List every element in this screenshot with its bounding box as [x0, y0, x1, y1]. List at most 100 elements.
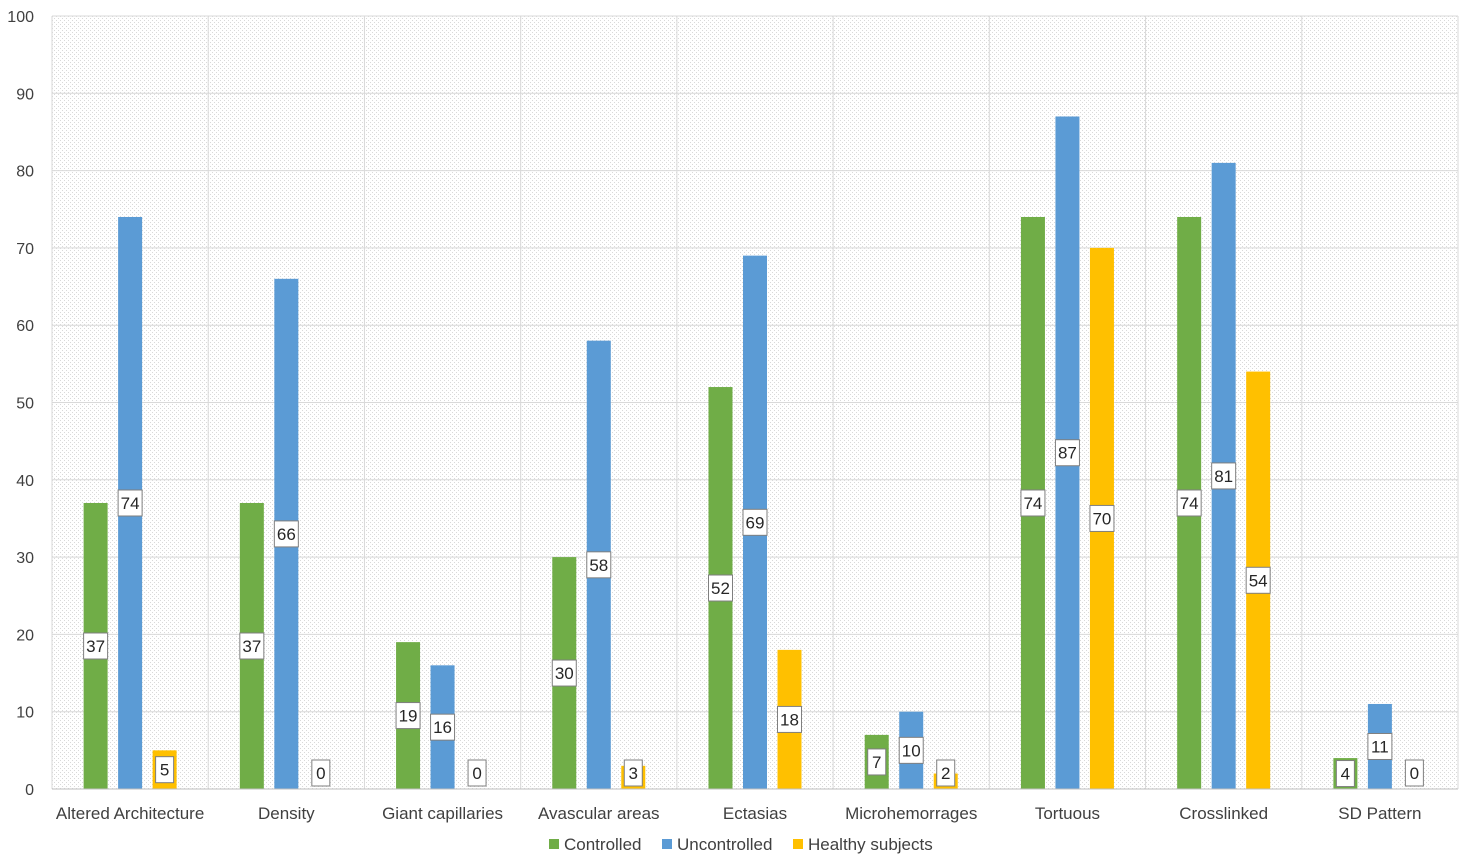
- data-label-box: [708, 574, 733, 602]
- data-label-box: [395, 702, 421, 730]
- data-label: 10: [898, 736, 924, 764]
- data-label-text: 0: [316, 764, 325, 783]
- x-tick-label: Giant capillaries: [382, 804, 503, 823]
- data-label: 66: [273, 520, 299, 548]
- data-label-text: 52: [711, 579, 730, 598]
- x-tick-label: Avascular areas: [538, 804, 660, 823]
- data-label: 11: [1367, 732, 1393, 760]
- data-label-text: 0: [1410, 764, 1419, 783]
- data-label-box: [430, 713, 456, 741]
- legend-swatch: [793, 839, 803, 849]
- data-label: 18: [777, 705, 802, 733]
- y-tick-label: 40: [16, 473, 34, 490]
- data-label-box: [83, 632, 109, 660]
- y-tick-label: 80: [16, 164, 34, 181]
- data-label-box: [1245, 566, 1271, 594]
- data-label-text: 4: [1341, 765, 1350, 784]
- data-label: 16: [430, 713, 456, 741]
- data-label-text: 5: [160, 761, 169, 780]
- data-label-text: 19: [399, 707, 418, 726]
- data-label: 58: [586, 551, 612, 579]
- data-label-text: 16: [433, 718, 452, 737]
- data-label-box: [936, 759, 956, 787]
- data-label-box: [551, 659, 577, 687]
- data-label: 7: [867, 748, 887, 776]
- data-label-text: 54: [1249, 571, 1268, 590]
- data-label: 30: [551, 659, 577, 687]
- data-label-box: [586, 551, 612, 579]
- legend-label: Healthy subjects: [808, 835, 933, 854]
- data-label-text: 30: [555, 664, 574, 683]
- data-label-text: 74: [1180, 494, 1199, 513]
- data-label-text: 87: [1058, 444, 1077, 463]
- data-label-text: 2: [941, 764, 950, 783]
- legend-item: Healthy subjects: [793, 835, 933, 854]
- data-label: 37: [83, 632, 109, 660]
- data-label-box: [1176, 489, 1202, 517]
- data-label: 2: [936, 759, 956, 787]
- data-label-text: 3: [629, 764, 638, 783]
- data-label-text: 37: [86, 637, 105, 656]
- y-tick-label: 30: [16, 550, 34, 567]
- y-tick-label: 0: [25, 782, 34, 799]
- data-label-text: 37: [242, 637, 261, 656]
- data-label: 37: [239, 632, 265, 660]
- data-label: 3: [623, 759, 643, 787]
- x-tick-label: Tortuous: [1035, 804, 1100, 823]
- y-tick-label: 20: [16, 627, 34, 644]
- x-tick-label: Crosslinked: [1179, 804, 1268, 823]
- data-label: 74: [1020, 489, 1046, 517]
- data-label: 19: [395, 702, 421, 730]
- y-tick-label: 90: [16, 86, 34, 103]
- data-label-box: [1404, 759, 1424, 787]
- legend-swatch: [549, 839, 559, 849]
- y-tick-label: 60: [16, 318, 34, 335]
- data-label-box: [742, 508, 768, 536]
- x-tick-label: Microhemorrages: [845, 804, 977, 823]
- data-label: 5: [155, 756, 175, 784]
- y-tick-label: 10: [16, 705, 34, 722]
- data-label-text: 0: [472, 764, 481, 783]
- data-label-box: [273, 520, 299, 548]
- data-label-box: [117, 489, 143, 517]
- data-label: 81: [1211, 462, 1237, 490]
- data-label-box: [1020, 489, 1046, 517]
- data-label-text: 7: [872, 753, 881, 772]
- data-label: 69: [742, 508, 768, 536]
- data-label: 74: [117, 489, 143, 517]
- data-label-text: 74: [121, 494, 140, 513]
- data-label-text: 69: [746, 513, 765, 532]
- data-label-text: 81: [1214, 467, 1233, 486]
- legend-label: Controlled: [564, 835, 642, 854]
- data-label-box: [867, 748, 887, 776]
- x-tick-label: Altered Architecture: [56, 804, 204, 823]
- data-label-box: [777, 705, 802, 733]
- x-tick-label: Ectasias: [723, 804, 787, 823]
- y-tick-label: 50: [16, 396, 34, 413]
- data-label-box: [155, 756, 175, 784]
- legend: Controlled Uncontrolled Healthy subjects: [549, 835, 933, 854]
- legend-label: Uncontrolled: [677, 835, 772, 854]
- data-label: 54: [1245, 566, 1271, 594]
- data-label-box: [467, 759, 487, 787]
- data-label-text: 74: [1023, 494, 1042, 513]
- data-label-box: [311, 759, 331, 787]
- data-label: 4: [1335, 760, 1355, 788]
- y-tick-label: 100: [7, 9, 34, 26]
- data-label: 87: [1054, 439, 1080, 467]
- data-label-box: [898, 736, 924, 764]
- legend-swatch: [662, 839, 672, 849]
- data-label-box: [1089, 504, 1115, 532]
- data-label-text: 10: [902, 741, 921, 760]
- legend-item: Uncontrolled: [662, 835, 772, 854]
- data-label: 70: [1089, 504, 1115, 532]
- data-label-text: 11: [1371, 737, 1389, 756]
- data-labels: 37 74 5 37 66 0 19 16 0 30 58 3 52 69 18 7 10 2 74 87 70 74 81…: [83, 439, 1424, 788]
- data-label-box: [1367, 732, 1393, 760]
- data-label-text: 58: [589, 556, 608, 575]
- data-label-box: [1054, 439, 1080, 467]
- data-label-text: 18: [780, 710, 799, 729]
- data-label-box: [239, 632, 265, 660]
